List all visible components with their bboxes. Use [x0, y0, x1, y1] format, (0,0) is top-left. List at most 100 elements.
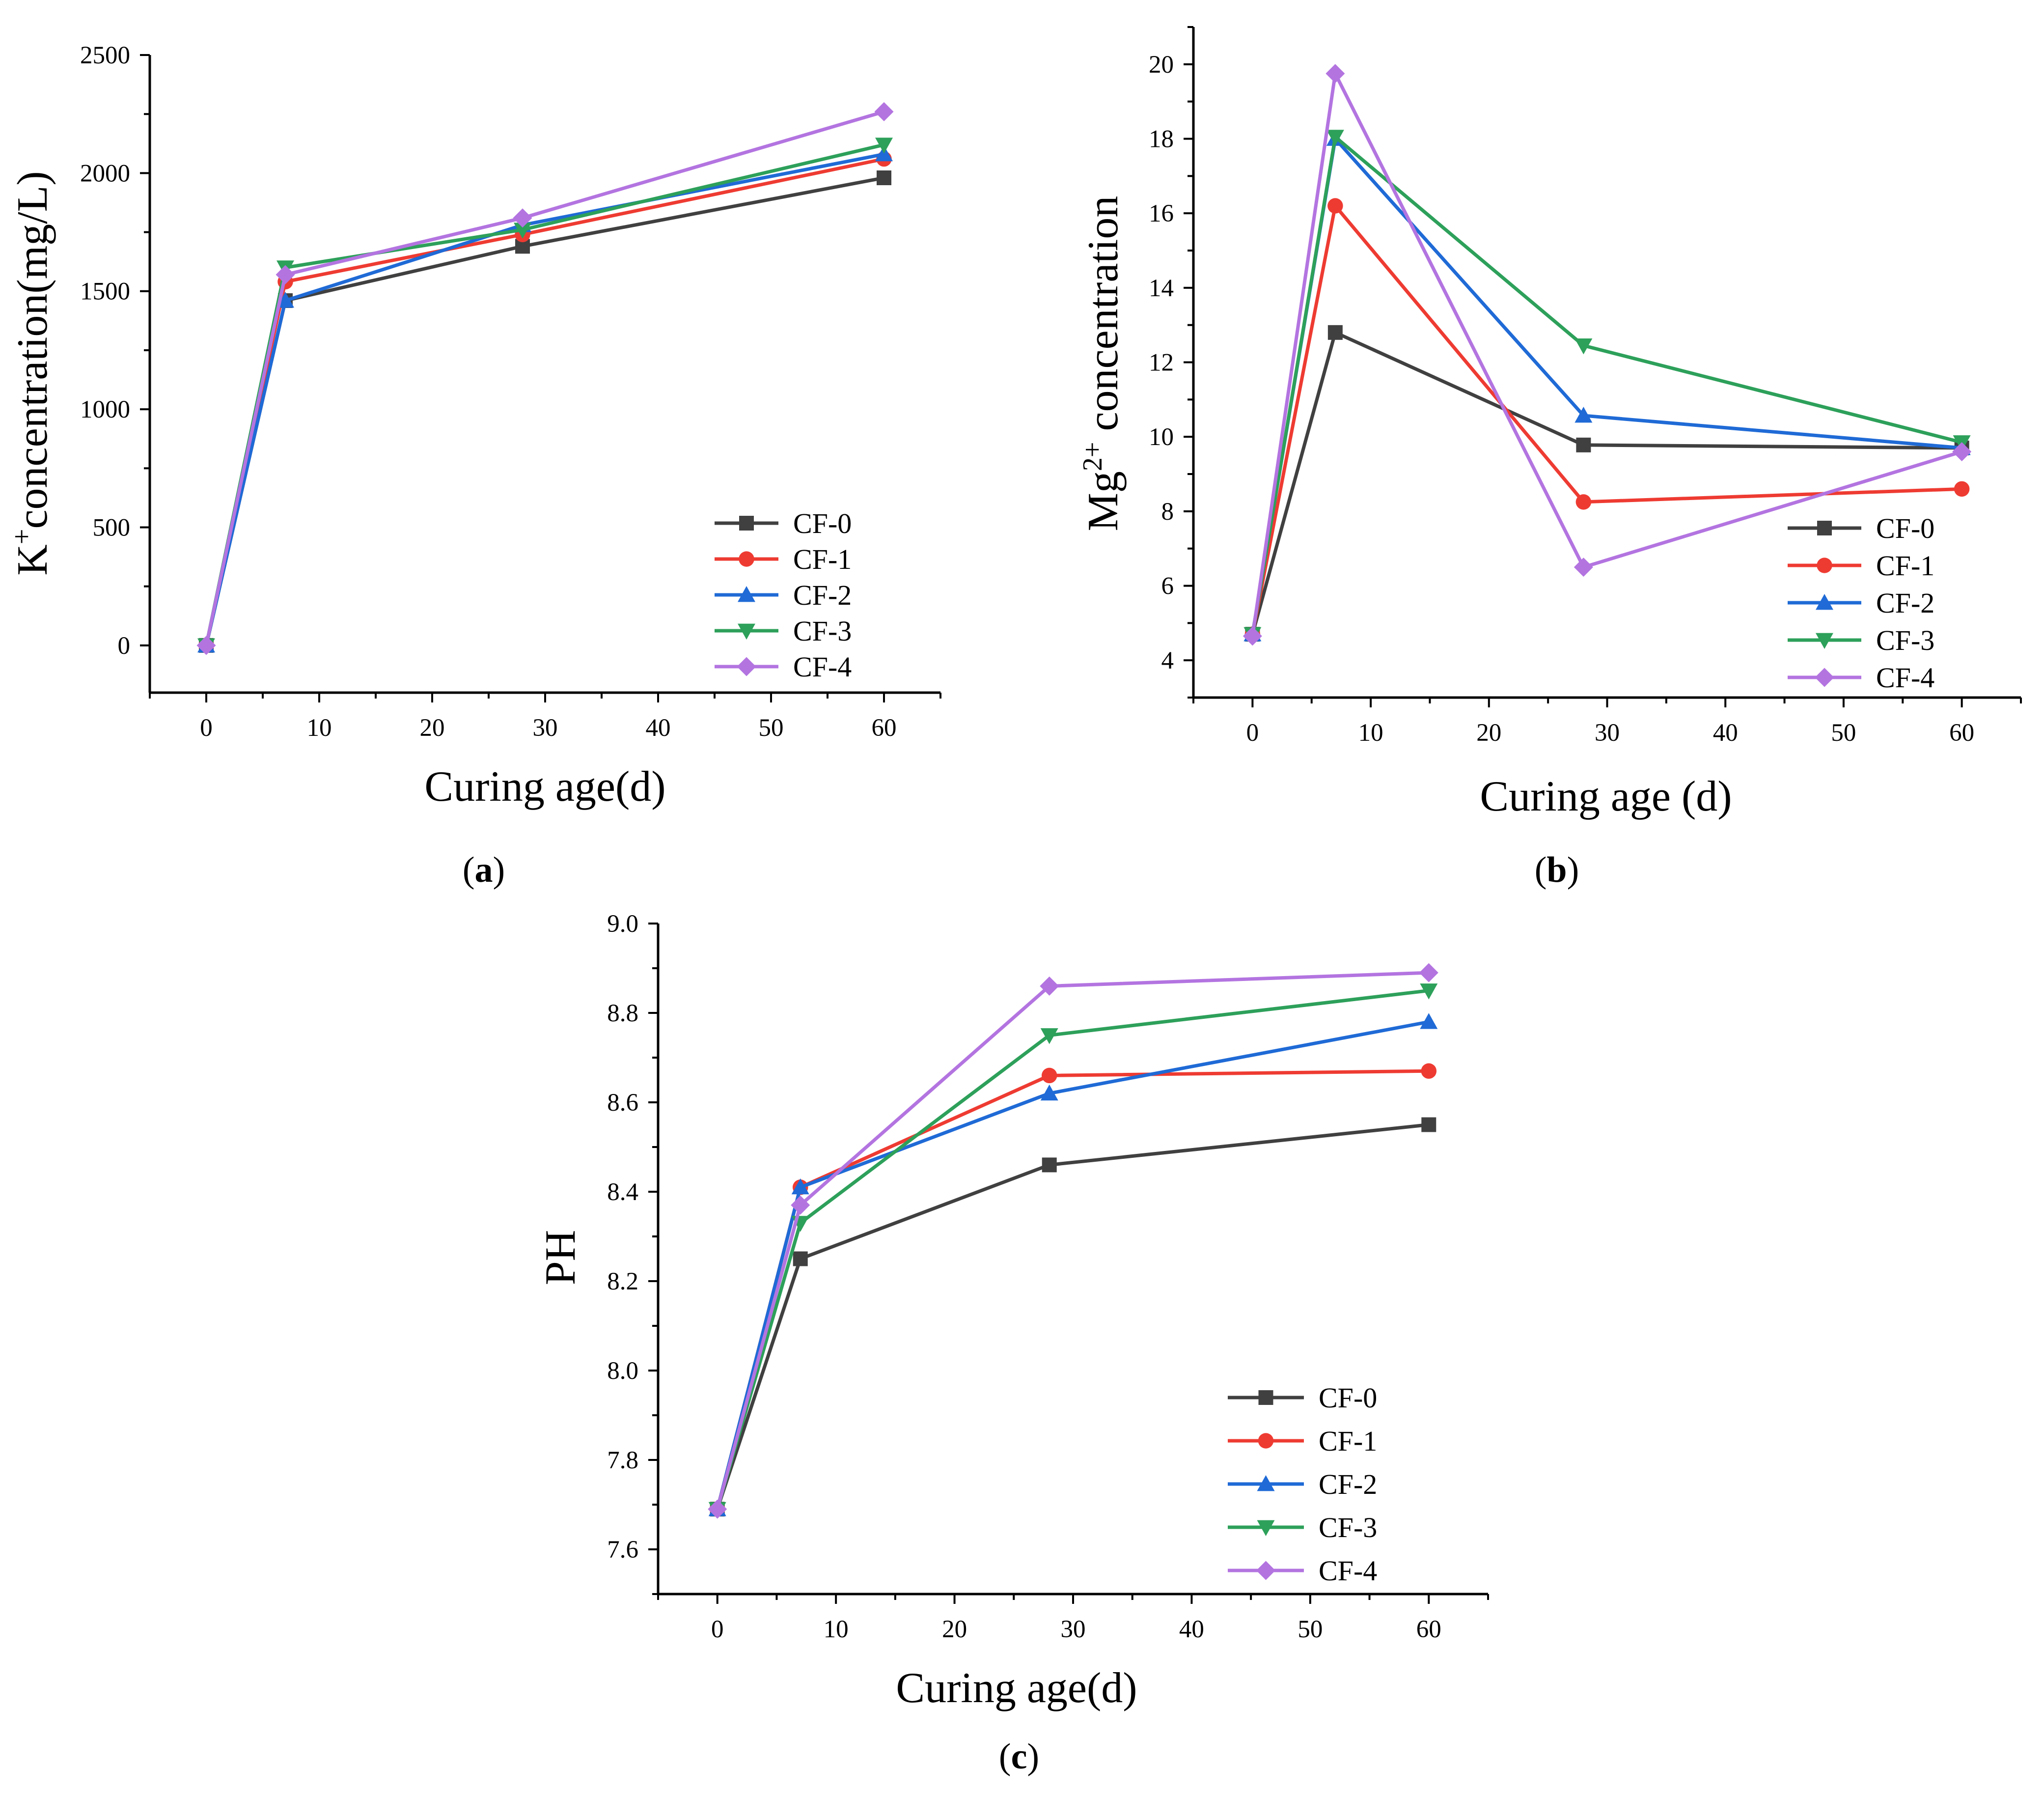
data-point-cf-3	[1574, 338, 1593, 355]
x-tick-label: 0	[1246, 719, 1259, 747]
data-point-cf-3	[514, 223, 531, 239]
data-point-cf-1	[1575, 494, 1592, 510]
legend-label: CF-4	[793, 651, 852, 683]
data-point-cf-1	[1327, 198, 1343, 214]
data-point-cf-2	[276, 291, 294, 308]
series-line-cf-0	[204, 176, 884, 646]
y-tick-label: 16	[1149, 200, 1174, 227]
x-tick-label: 40	[1179, 1616, 1204, 1643]
y-tick-label: 7.8	[607, 1447, 638, 1474]
y-tick-label: 6	[1161, 573, 1174, 600]
chart-panel-c: 0 10 20 30 40 50 60 7.6 7.8 8.0 8.2 8.4 8.6 8.8 9.0 CF-…	[537, 910, 1489, 1777]
y-tick-label: 20	[1149, 51, 1174, 79]
legend-marker-cf-3	[1257, 1520, 1275, 1536]
y-tick-label: 4	[1161, 647, 1174, 674]
legend-marker-cf-1	[1258, 1433, 1274, 1449]
series-cf-3	[1243, 130, 1971, 644]
series-cf-2	[197, 145, 893, 653]
panel-label: (b)	[1535, 850, 1579, 890]
x-axis-title: Curing age(d)	[896, 1664, 1137, 1712]
data-point-cf-2	[1420, 1013, 1438, 1029]
series-cf-4	[1243, 64, 1972, 646]
chart-panel-a: 0 10 20 30 40 50 6005001000150020002500CF-0CF-…	[7, 42, 941, 890]
series-cf-4	[196, 102, 894, 655]
legend-label: CF-3	[1319, 1512, 1377, 1543]
legend-label: CF-4	[1319, 1555, 1377, 1587]
data-point-cf-1	[1041, 1067, 1057, 1084]
data-point-cf-4	[1243, 626, 1262, 646]
data-point-cf-0	[1327, 325, 1343, 340]
legend-marker-cf-2	[1816, 594, 1833, 610]
x-tick-label: 20	[1476, 719, 1501, 747]
y-tick-label: 2500	[80, 42, 130, 69]
series-line-cf-3	[1250, 134, 1962, 635]
series-line-cf-3	[716, 989, 1429, 1510]
series-cf-4	[708, 963, 1438, 1519]
series-line-cf-1	[1250, 202, 1962, 635]
y-tick-label: 1500	[80, 278, 130, 306]
data-point-cf-2	[1040, 1084, 1058, 1101]
y-tick-label: 9.0	[607, 910, 638, 938]
legend: CF-0 CF-1 CF-2 CF-3 CF-4	[1228, 1382, 1377, 1587]
x-tick-label: 60	[1416, 1616, 1441, 1643]
data-point-cf-4	[1574, 558, 1593, 577]
x-axis-title: Curing age(d)	[424, 763, 665, 811]
data-point-cf-3	[1420, 983, 1438, 1000]
y-tick-label: 8.4	[607, 1178, 638, 1206]
y-tick-label: 2000	[80, 160, 130, 187]
x-tick-label: 10	[824, 1616, 849, 1643]
data-point-cf-2	[791, 1178, 809, 1195]
data-point-cf-0	[877, 170, 891, 185]
y-tick-label: 8.8	[607, 1000, 638, 1027]
data-point-cf-3	[875, 138, 893, 154]
legend: CF-0 CF-1 CF-2 CF-3 CF-4	[715, 507, 852, 683]
legend-marker-cf-0	[739, 516, 754, 531]
legend-label: CF-2	[793, 579, 852, 611]
data-point-cf-3	[1326, 130, 1344, 146]
data-point-cf-0	[793, 1251, 808, 1266]
legend-label: CF-2	[1319, 1468, 1377, 1500]
data-point-cf-4	[196, 636, 216, 655]
legend-label: CF-4	[1876, 662, 1934, 694]
y-tick-label: 8.0	[607, 1357, 638, 1385]
legend-marker-cf-2	[1257, 1475, 1275, 1491]
y-tick-label: 8.6	[607, 1089, 638, 1117]
x-tick-label: 10	[307, 714, 332, 742]
x-tick-label: 10	[1358, 719, 1383, 747]
x-tick-label: 30	[533, 714, 558, 742]
legend: CF-0 CF-1 CF-2 CF-3 CF-4	[1788, 512, 1934, 694]
x-tick-label: 60	[872, 714, 897, 742]
x-tick-label: 50	[759, 714, 784, 742]
data-point-cf-4	[276, 265, 295, 284]
legend-marker-cf-2	[738, 586, 755, 602]
legend-marker-cf-3	[738, 623, 755, 640]
y-axis-title: Mg2+ concentration	[1077, 196, 1127, 532]
data-point-cf-0	[1042, 1157, 1057, 1173]
data-point-cf-2	[1574, 406, 1593, 423]
x-tick-label: 20	[942, 1616, 967, 1643]
x-tick-label: 40	[646, 714, 671, 742]
chart-panel-b: 0 10 20 30 40 50 60 4 6 8 10 12 14 16 18 20 CF-0 CF-1 CF-2…	[1077, 26, 2022, 890]
data-point-cf-4	[874, 102, 894, 121]
series-line-cf-4	[716, 971, 1429, 1510]
data-point-cf-4	[708, 1499, 727, 1519]
legend-marker-cf-1	[1817, 558, 1832, 573]
legend-marker-cf-4	[1815, 668, 1834, 687]
data-point-cf-0	[1576, 437, 1591, 452]
x-tick-label: 40	[1713, 719, 1738, 747]
series-cf-0	[199, 170, 891, 653]
x-tick-label: 0	[711, 1616, 724, 1643]
data-point-cf-4	[1952, 442, 1972, 461]
legend-label: CF-2	[1876, 587, 1934, 619]
x-axis-title: Curing age (d)	[1480, 773, 1732, 820]
data-point-cf-4	[513, 208, 532, 228]
data-point-cf-1	[1954, 481, 1970, 497]
legend-label: CF-0	[793, 507, 852, 539]
series-line-cf-0	[1250, 330, 1962, 635]
legend-label: CF-3	[793, 615, 852, 647]
legend-marker-cf-3	[1816, 633, 1833, 649]
x-tick-label: 50	[1298, 1616, 1323, 1643]
panel-label: (c)	[999, 1737, 1039, 1777]
legend-label: CF-3	[1876, 624, 1934, 656]
series-line-cf-4	[204, 110, 884, 646]
